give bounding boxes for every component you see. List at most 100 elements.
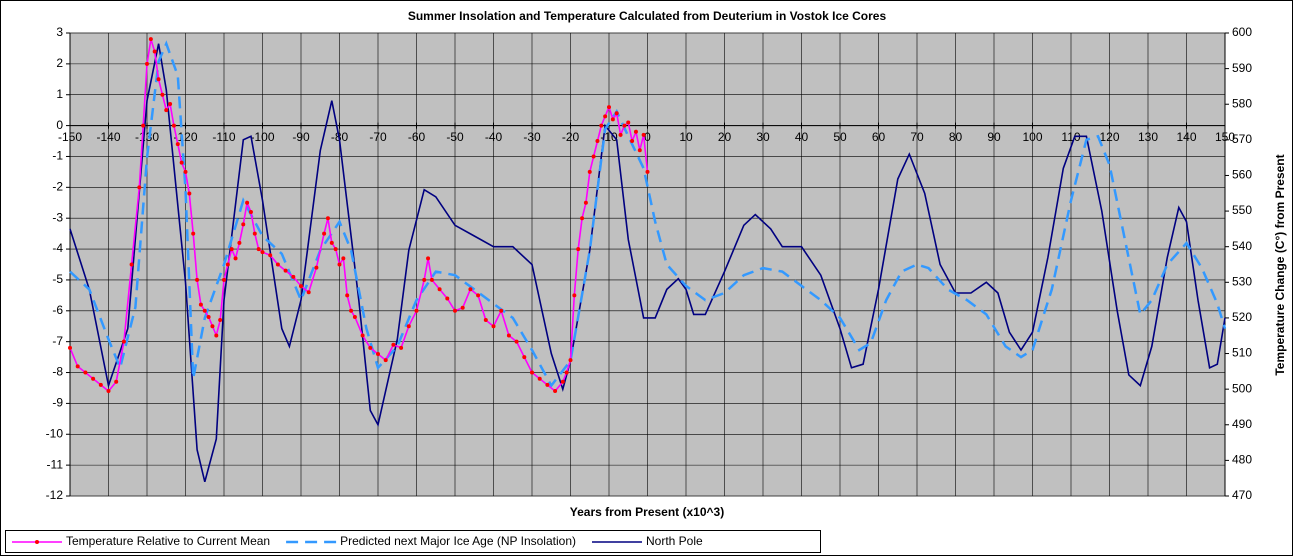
data-point — [314, 265, 319, 270]
data-point — [175, 142, 180, 147]
data-point — [476, 293, 481, 298]
data-point — [383, 358, 388, 363]
data-point — [345, 293, 350, 298]
data-point — [75, 364, 80, 369]
y2-tick-label: 600 — [1232, 25, 1252, 39]
x-tick-label: 0 — [644, 130, 651, 144]
y-tick-label: -5 — [52, 272, 63, 286]
data-point — [522, 355, 527, 360]
data-point — [195, 277, 200, 282]
data-point — [337, 262, 342, 267]
data-point — [299, 284, 303, 289]
data-point — [91, 376, 96, 381]
data-point — [210, 324, 215, 329]
series-layer — [68, 37, 1227, 483]
data-point — [191, 231, 196, 236]
data-point — [422, 277, 427, 282]
data-point — [214, 333, 219, 338]
x-tick-label: 60 — [872, 130, 886, 144]
data-point — [106, 389, 111, 394]
x-tick-label: -20 — [562, 130, 580, 144]
y2-tick-label: 540 — [1232, 239, 1252, 253]
data-point — [202, 308, 207, 313]
legend-items: Temperature Relative to Current Mean Pred… — [12, 534, 703, 548]
data-point — [506, 333, 511, 338]
data-point — [587, 169, 592, 174]
data-point — [545, 382, 550, 387]
x-tick-label: -140 — [96, 130, 120, 144]
legend-label: Predicted next Major Ice Age (NP Insolat… — [340, 534, 576, 548]
y-tick-label: -8 — [52, 365, 63, 379]
y-tick-label: 1 — [56, 87, 63, 101]
data-point — [445, 296, 450, 301]
data-point — [376, 352, 380, 357]
data-point — [352, 314, 357, 319]
x-tick-label: -110 — [212, 130, 235, 144]
series-line — [69, 43, 1226, 483]
legend-label: North Pole — [646, 534, 703, 548]
data-point — [137, 185, 142, 190]
data-point — [637, 148, 642, 153]
data-point — [580, 216, 585, 221]
y2-tick-label: 480 — [1232, 453, 1252, 467]
data-point — [564, 370, 569, 375]
data-point — [252, 231, 257, 236]
data-point — [537, 376, 542, 381]
grid: -12-11-10-9-8-7-6-5-4-3-2-10123470480490… — [46, 25, 1253, 502]
data-point — [248, 210, 253, 215]
data-point — [603, 114, 608, 119]
data-point — [222, 277, 226, 282]
data-point — [121, 339, 126, 344]
x-tick-label: 110 — [1061, 130, 1080, 144]
series-line — [69, 38, 649, 393]
y-tick-label: 2 — [56, 56, 63, 70]
data-point — [141, 123, 146, 128]
data-point — [218, 318, 223, 323]
y-tick-label: -11 — [47, 457, 64, 471]
data-point — [198, 302, 203, 307]
legend-marker — [35, 540, 39, 544]
x-tick-label: -40 — [485, 130, 503, 144]
data-point — [599, 123, 604, 128]
data-point — [626, 120, 631, 125]
data-point — [183, 169, 188, 174]
x-tick-label: -90 — [292, 130, 310, 144]
y2-axis-label: Temperature Change (C°) from Present — [1273, 154, 1287, 375]
data-point — [483, 318, 488, 323]
data-point — [229, 247, 234, 252]
data-point — [583, 200, 588, 205]
x-tick-label: -50 — [446, 130, 464, 144]
data-point — [171, 123, 176, 128]
data-point — [595, 139, 600, 144]
x-tick-label: 120 — [1099, 130, 1119, 144]
data-point — [391, 342, 396, 347]
data-point — [83, 370, 88, 375]
y-tick-label: -10 — [46, 426, 64, 440]
legend — [5, 530, 821, 553]
data-point — [414, 308, 419, 313]
data-point — [530, 370, 534, 375]
data-point — [514, 339, 519, 344]
data-point — [164, 108, 169, 113]
y2-tick-label: 510 — [1232, 346, 1252, 360]
data-point — [322, 231, 327, 236]
data-point — [614, 111, 619, 116]
y2-tick-label: 520 — [1232, 310, 1252, 324]
chart-title: Summer Insolation and Temperature Calcul… — [408, 9, 887, 23]
y2-tick-label: 530 — [1232, 274, 1252, 288]
data-point — [160, 92, 165, 97]
data-point — [145, 61, 149, 66]
y-tick-label: -1 — [52, 149, 63, 163]
x-tick-label: 70 — [910, 130, 924, 144]
x-tick-label: -60 — [408, 130, 426, 144]
y-tick-label: 0 — [56, 118, 63, 132]
series-line — [69, 40, 1227, 388]
data-point — [429, 277, 434, 282]
x-tick-label: 140 — [1176, 130, 1196, 144]
data-point — [460, 305, 465, 310]
x-tick-label: -30 — [523, 130, 541, 144]
data-point — [568, 358, 573, 363]
data-point — [206, 314, 211, 319]
data-point — [560, 379, 565, 384]
